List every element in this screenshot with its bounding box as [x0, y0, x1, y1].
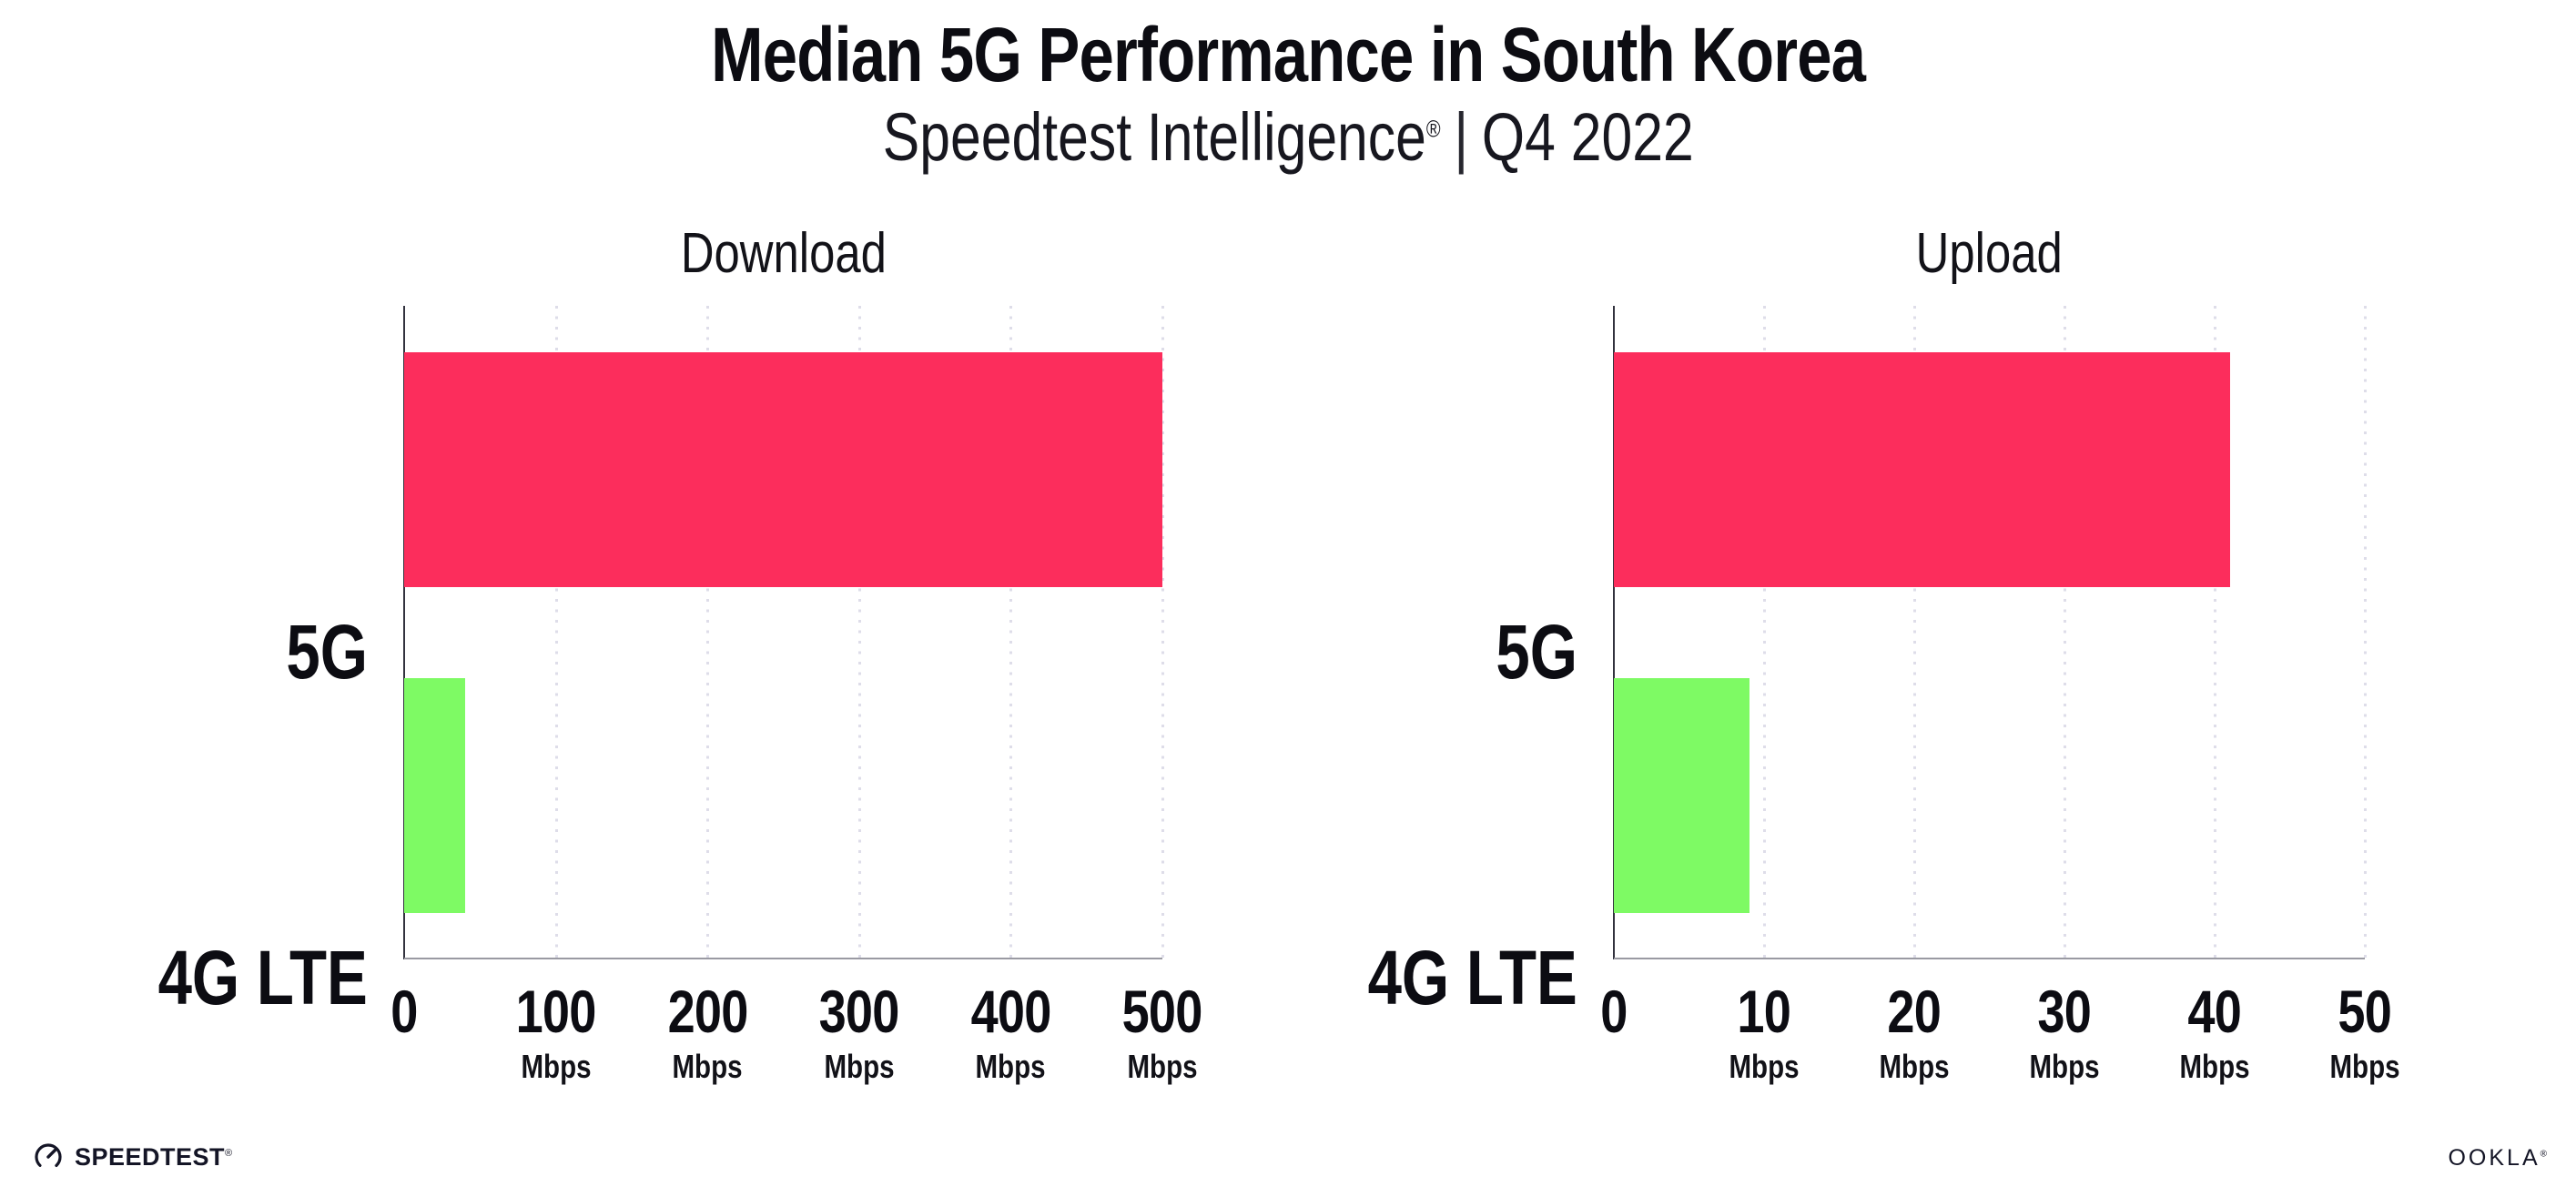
gridline-40 [2214, 306, 2216, 958]
gridline-10 [1763, 306, 1766, 958]
x-tick-value: 40 [2187, 978, 2242, 1045]
gridline-30 [2064, 306, 2066, 958]
x-tick-200: 200 Mbps [616, 981, 798, 1083]
x-tick-500: 500 Mbps [1071, 981, 1253, 1083]
x-axis-line [404, 958, 1162, 959]
y-axis-line [403, 306, 405, 959]
x-tick-unit: Mbps [2179, 1048, 2250, 1085]
page-title: Median 5G Performance in South Korea [710, 12, 1866, 97]
gridline-400 [1009, 306, 1013, 958]
gauge-needle [46, 1148, 57, 1159]
subtitle-separator: | [1454, 99, 1468, 175]
download-chart-title: Download [680, 222, 887, 285]
x-tick-unit: Mbps [1879, 1048, 1950, 1085]
bar-5g [1614, 352, 2230, 587]
plot-area [1613, 306, 2367, 959]
registered-mark-icon: ® [225, 1147, 233, 1159]
x-tick-unit: Mbps [975, 1048, 1046, 1085]
page-subtitle: Speedtest Intelligence® | Q4 2022 [0, 102, 2576, 173]
x-tick-10: 10 Mbps [1673, 981, 1855, 1083]
ookla-logo: OOKLA® [2448, 1140, 2547, 1176]
x-tick-300: 300 Mbps [768, 981, 950, 1083]
x-tick-value: 400 [970, 978, 1051, 1045]
x-tick-value: 0 [1600, 978, 1628, 1045]
y-axis-line [1613, 306, 1615, 959]
x-tick-50: 50 Mbps [2274, 981, 2456, 1083]
category-label-5g: 5G [286, 609, 368, 695]
x-tick-30: 30 Mbps [1973, 981, 2155, 1083]
x-tick-unit: Mbps [2029, 1048, 2100, 1085]
x-tick-unit: Mbps [1127, 1048, 1198, 1085]
x-tick-unit: Mbps [521, 1048, 592, 1085]
category-label-5g: 5G [1496, 609, 1577, 695]
x-tick-value: 20 [1887, 978, 1942, 1045]
subtitle-brand: Speedtest Intelligence [882, 99, 1426, 175]
upload-chart: Upload 5G 4G LTE 0 10 Mbps 20 Mbps 30 Mbps 40 Mbps… [1292, 218, 2400, 1111]
ookla-logo-text: OOKLA® [2448, 1144, 2547, 1171]
x-tick-unit: Mbps [824, 1048, 895, 1085]
category-label-4g-lte: 4G LTE [1367, 935, 1577, 1020]
download-chart: Download 5G 4G LTE 0 100 Mbps 200 Mbps 300 Mbps 4… [82, 218, 1203, 1111]
gridline-50 [2364, 306, 2367, 958]
subtitle-period: Q4 2022 [1481, 99, 1694, 175]
bar-4g-lte [1614, 678, 1749, 913]
x-tick-unit: Mbps [1729, 1048, 1800, 1085]
x-tick-0: 0 [313, 981, 495, 1041]
x-tick-unit: Mbps [2329, 1048, 2400, 1085]
x-tick-value: 10 [1737, 978, 1791, 1045]
gridline-100 [554, 306, 558, 958]
x-tick-value: 0 [390, 978, 418, 1045]
upload-chart-title: Upload [1915, 222, 2064, 285]
gridline-500 [1161, 306, 1164, 958]
gridline-20 [1913, 306, 1916, 958]
speedtest-logo-text: SPEEDTEST® [75, 1142, 233, 1171]
x-tick-0: 0 [1523, 981, 1705, 1041]
registered-mark-icon: ® [2540, 1149, 2547, 1160]
bar-5g [404, 352, 1162, 587]
x-tick-400: 400 Mbps [919, 981, 1101, 1083]
x-tick-value: 100 [515, 978, 597, 1045]
x-tick-40: 40 Mbps [2124, 981, 2306, 1083]
x-tick-100: 100 Mbps [465, 981, 647, 1083]
x-axis-line [1614, 958, 2365, 959]
plot-area [403, 306, 1164, 959]
x-tick-unit: Mbps [672, 1048, 743, 1085]
x-tick-value: 50 [2338, 978, 2392, 1045]
speedtest-logo: SPEEDTEST® [33, 1136, 233, 1178]
x-tick-20: 20 Mbps [1823, 981, 2005, 1083]
speedtest-gauge-icon [35, 1143, 62, 1171]
x-tick-value: 300 [818, 978, 900, 1045]
registered-mark-icon: ® [1425, 115, 1441, 143]
x-tick-value: 500 [1122, 978, 1203, 1045]
bar-4g-lte [404, 678, 465, 913]
gridline-200 [706, 306, 710, 958]
gridline-300 [857, 306, 861, 958]
x-tick-value: 200 [667, 978, 748, 1045]
category-label-4g-lte: 4G LTE [157, 935, 368, 1020]
x-tick-value: 30 [2037, 978, 2092, 1045]
